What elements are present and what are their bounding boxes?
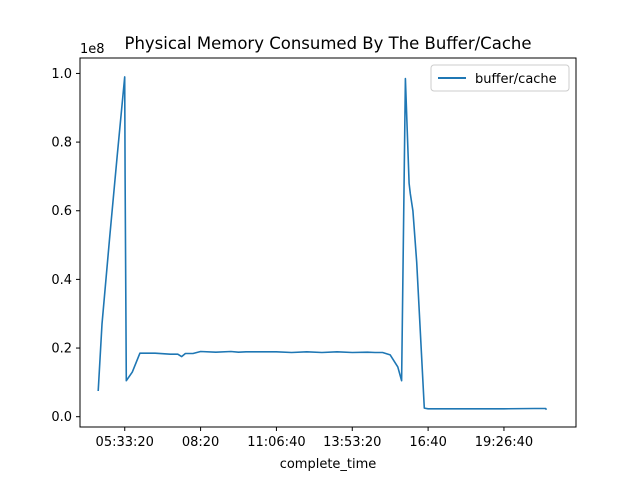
x-axis-label: complete_time <box>280 457 377 472</box>
x-tick-label: 13:53:20 <box>323 435 381 450</box>
y-axis: 0.0 0.2 0.4 0.6 0.8 1.0 <box>51 67 80 425</box>
series-line-buffer-cache <box>97 76 548 411</box>
x-tick-label: 08:20 <box>182 435 219 450</box>
y-tick-label: 1.0 <box>51 67 72 82</box>
legend-label-buffer-cache: buffer/cache <box>475 72 557 87</box>
x-tick-label: 11:06:40 <box>247 435 305 450</box>
legend-box <box>430 64 570 92</box>
x-tick-label: 05:33:20 <box>96 435 154 450</box>
series-layer <box>97 76 548 411</box>
chart-title: Physical Memory Consumed By The Buffer/C… <box>125 34 532 53</box>
legend: buffer/cache <box>430 64 570 92</box>
y-scale-offset-label: 1e8 <box>80 42 105 57</box>
y-tick-label: 0.8 <box>51 136 72 151</box>
y-tick-label: 0.2 <box>51 342 72 357</box>
plot-area <box>79 57 577 428</box>
y-tick-label: 0.4 <box>51 273 72 288</box>
plot-frame <box>79 57 577 428</box>
x-axis: 05:33:20 08:20 11:06:40 13:53:20 16:40 19:26:… <box>96 427 533 450</box>
x-tick-label: 19:26:40 <box>475 435 533 450</box>
x-tick-label: 16:40 <box>409 435 446 450</box>
y-tick-label: 0.6 <box>51 204 72 219</box>
y-tick-label: 0.0 <box>51 410 72 425</box>
